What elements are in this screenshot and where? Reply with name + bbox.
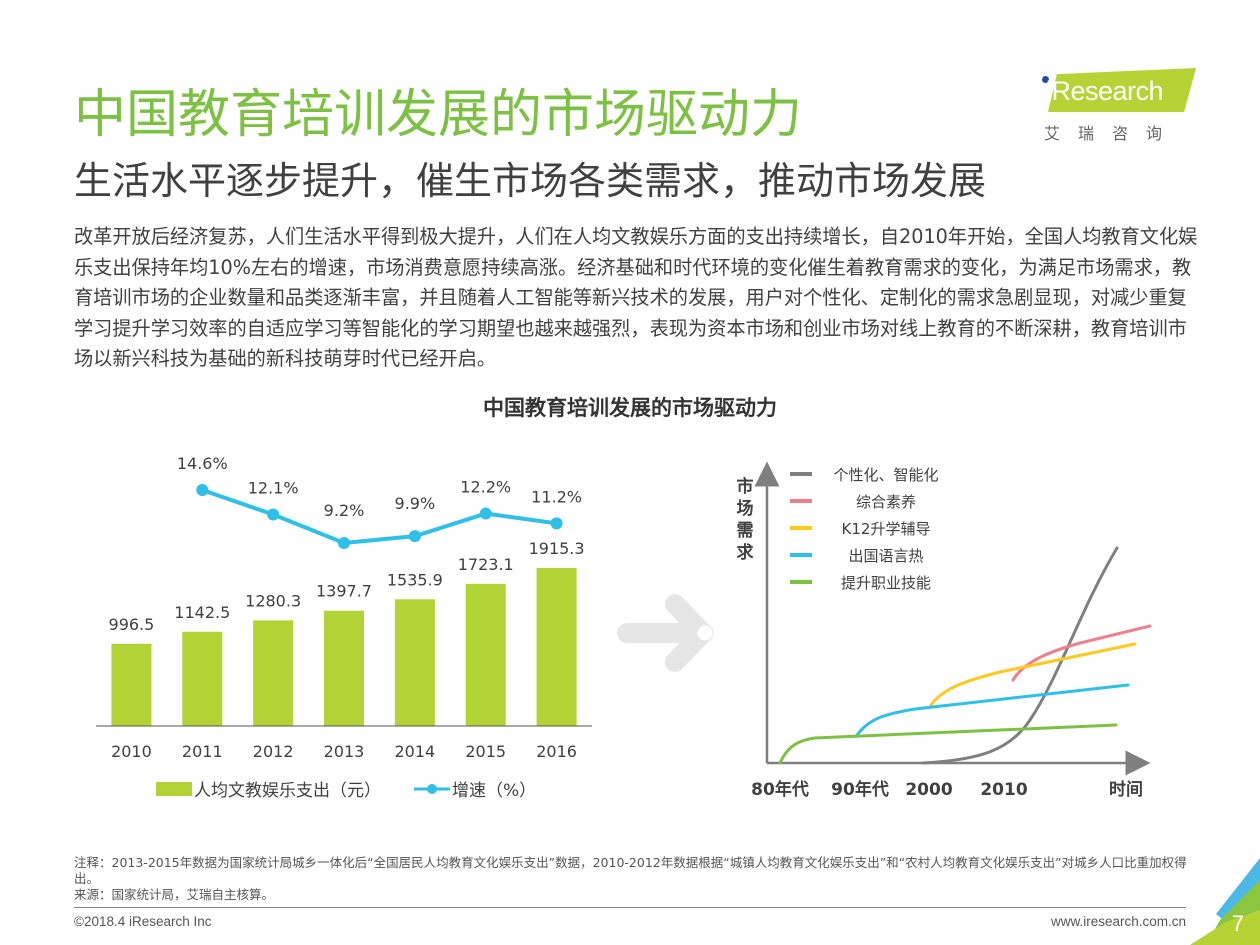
y-label-char: 市 [737,476,754,497]
growth-line-group: 14.6% 12.1% 9.2% 9.9% 12.2% 11.2% [177,455,582,549]
growth-point-2012 [267,508,280,521]
x-tick-2016: 2016 [536,742,577,761]
x-tick-2015: 2015 [465,742,506,761]
y-label-char: 需 [737,521,754,541]
x-tick-2: 2000 [905,780,952,800]
bar-2011 [182,631,223,726]
legend-bar-swatch [156,782,192,796]
growth-label-2013: 9.2% [324,501,365,520]
legend-line-marker [427,784,437,794]
page-title: 中国教育培训发展的市场驱动力 [74,85,803,145]
growth-label-2016: 11.2% [531,487,582,506]
notes-block: 注释：2013-2015年数据为国家统计局城乡一体化后“全国居民人均教育文化娱乐… [74,855,1194,903]
growth-point-2014 [408,530,421,543]
arrow-right-icon [617,594,714,672]
growth-line [201,488,557,546]
x-tick-2010: 2010 [111,742,152,761]
x-tick-3: 2010 [980,780,1027,800]
logo-background [1048,68,1196,112]
website-link[interactable]: www.iresearch.com.cn [1050,914,1186,929]
bar-2012 [253,620,294,726]
x-axis-label: 时间 [1109,779,1143,800]
page-number: 7 [1231,911,1244,936]
x-tick-2014: 2014 [394,742,435,761]
chart-title: 中国教育培训发展的市场驱动力 [483,396,777,420]
y-label-char: 求 [737,542,754,563]
bar-2015 [465,583,506,726]
bar-label-2016: 1915.3 [529,539,585,558]
x-tick-2013: 2013 [324,742,365,761]
body-paragraph: 改革开放后经济复苏，人们生活水平得到极大提升，人们在人均文教娱乐方面的支出持续增… [74,225,1198,370]
x-tick-2012: 2012 [253,742,294,761]
bar-2010 [111,643,152,726]
expenditure-chart: 996.5 1142.5 1280.3 1397.7 1535.9 1723.1 1915.… [96,455,592,801]
growth-point-2015 [479,507,492,520]
corner-decoration [1190,858,1260,945]
growth-label-2011: 14.6% [177,455,228,473]
x-ticks-group: 80年代 90年代 2000 2010 [751,779,1028,800]
curve-0 [921,546,1119,765]
growth-label-2012: 12.1% [248,479,299,498]
curve-2 [929,642,1137,707]
bar-label-2012: 1280.3 [245,591,301,610]
note-text: 注释：2013-2015年数据为国家统计局城乡一体化后“全国居民人均教育文化娱乐… [74,855,1187,886]
legend-label-0: 个性化、智能化 [833,466,938,484]
curve-1 [1011,624,1152,682]
copyright: ©2018.4 iResearch Inc [74,914,212,929]
footer-divider [74,907,1186,908]
x-ticks-group: 2010 2011 2012 2013 2014 2015 2016 [111,742,577,761]
growth-point-2011 [196,484,209,496]
legend-label-1: 综合素养 [856,493,916,511]
legend-bar-label: 人均文教娱乐支出（元） [194,781,381,801]
legend-line-label: 增速（%） [452,781,536,801]
curves-group [778,546,1152,765]
y-label-char: 场 [737,499,754,519]
growth-point-2016 [550,517,563,530]
bar-label-2013: 1397.7 [316,582,372,601]
logo-dot-icon [1042,76,1049,83]
growth-label-2015: 12.2% [460,478,511,497]
bars-group: 996.5 1142.5 1280.3 1397.7 1535.9 1723.1 1915.… [109,539,585,726]
x-tick-2011: 2011 [182,742,223,761]
bar-label-2014: 1535.9 [387,570,443,589]
bar-2014 [394,599,435,726]
growth-point-2013 [338,537,350,549]
x-tick-1: 90年代 [831,779,889,800]
curve-4 [778,723,1118,765]
logo-brand: iResearch [1046,76,1164,106]
legend-label-2: K12升学辅导 [842,520,931,538]
bar-label-2011: 1142.5 [174,603,230,622]
legend-label-3: 出国语言热 [848,547,923,565]
bar-label-2010: 996.5 [109,615,155,634]
curve-3 [855,683,1130,737]
page-subtitle: 生活水平逐步提升，催生市场各类需求，推动市场发展 [74,159,987,203]
bar-2013 [324,610,364,726]
logo-cn: 艾瑞咨询 [1044,124,1181,143]
x-tick-0: 80年代 [751,779,809,800]
iresearch-logo: iResearch 艾瑞咨询 [1040,66,1200,146]
legend-label-4: 提升职业技能 [841,574,931,592]
source-text: 来源：国家统计局，艾瑞自主核算。 [74,887,275,902]
bar-label-2015: 1723.1 [458,555,514,574]
bar-2016 [536,568,577,726]
growth-label-2014: 9.9% [395,494,436,513]
